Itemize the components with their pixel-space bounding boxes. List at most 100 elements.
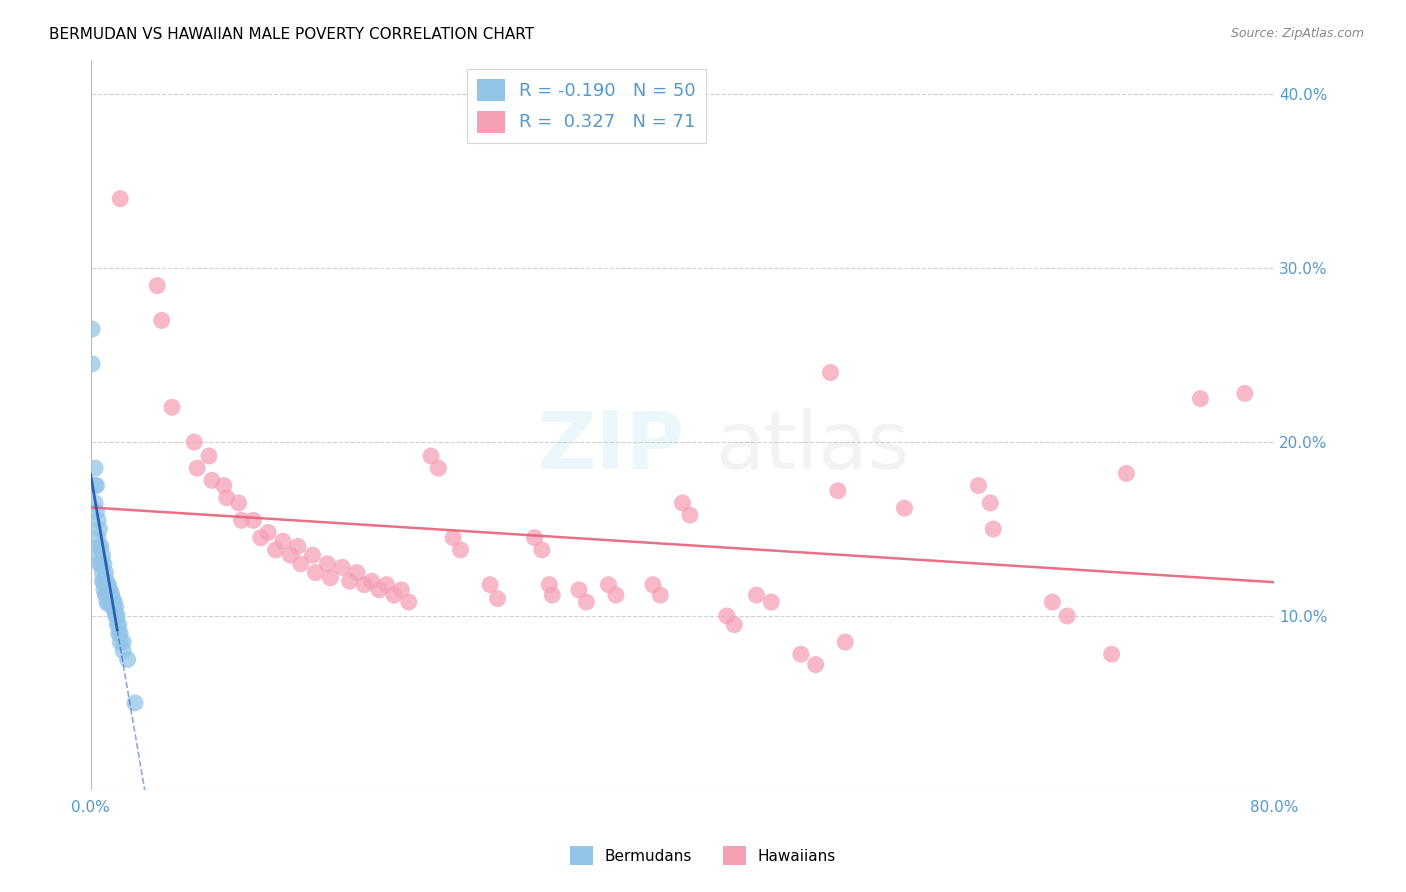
Point [330,560,353,574]
Point [820,366,842,380]
Point [761,595,783,609]
Point [541,588,564,602]
Point [94,577,117,591]
Point [108,635,131,649]
Point [316,557,339,571]
Point [108,192,131,206]
Point [523,531,546,545]
Point [96,586,118,600]
Point [271,534,294,549]
Point [84,496,107,510]
Point [93,582,115,597]
Point [804,657,827,672]
Point [112,644,135,658]
Text: atlas: atlas [716,408,910,485]
Point [84,478,107,492]
Point [568,582,591,597]
Legend: Bermudans, Hawaiians: Bermudans, Hawaiians [564,840,842,871]
Point [82,322,104,336]
Point [360,574,382,589]
Point [89,540,111,554]
Text: ZIP: ZIP [538,408,685,485]
Point [650,588,672,602]
Point [598,577,620,591]
Point [91,566,114,580]
Point [103,595,125,609]
Point [104,600,127,615]
Point [231,513,253,527]
Point [368,582,391,597]
Point [96,595,118,609]
Point [382,588,405,602]
Point [107,626,129,640]
Point [100,586,122,600]
Point [242,513,264,527]
Point [479,577,502,591]
Point [745,588,768,602]
Point [112,635,135,649]
Point [575,595,598,609]
Point [86,478,108,492]
Point [104,609,127,624]
Point [212,478,235,492]
Point [87,513,110,527]
Point [398,595,420,609]
Point [605,588,627,602]
Point [93,574,115,589]
Text: BERMUDAN VS HAWAIIAN MALE POVERTY CORRELATION CHART: BERMUDAN VS HAWAIIAN MALE POVERTY CORREL… [49,27,534,42]
Point [101,591,124,606]
Point [287,540,309,554]
Point [97,597,120,611]
Point [107,617,129,632]
Point [105,609,128,624]
Point [183,435,205,450]
Legend: R = -0.190   N = 50, R =  0.327   N = 71: R = -0.190 N = 50, R = 0.327 N = 71 [467,69,706,144]
Point [827,483,849,498]
Point [834,635,856,649]
Point [82,357,104,371]
Point [93,557,115,571]
Point [264,542,287,557]
Point [530,542,553,557]
Point [98,591,121,606]
Point [486,591,509,606]
Point [723,617,745,632]
Point [427,461,450,475]
Point [301,548,323,562]
Point [100,595,122,609]
Point [96,574,118,589]
Point [671,496,693,510]
Point [97,577,120,591]
Point [641,577,664,591]
Point [186,461,208,475]
Point [1056,609,1078,624]
Point [716,609,738,624]
Point [105,617,128,632]
Point [84,461,107,475]
Point [1042,595,1064,609]
Text: Source: ZipAtlas.com: Source: ZipAtlas.com [1230,27,1364,40]
Point [201,474,224,488]
Point [91,574,114,589]
Point [420,449,443,463]
Point [108,626,131,640]
Point [981,522,1004,536]
Point [87,531,110,545]
Point [441,531,464,545]
Point [790,647,813,661]
Point [146,278,169,293]
Point [86,505,108,519]
Point [979,496,1001,510]
Point [346,566,368,580]
Point [375,577,398,591]
Point [1233,386,1256,401]
Point [538,577,561,591]
Point [249,531,271,545]
Point [1101,647,1123,661]
Point [280,548,302,562]
Point [89,522,111,536]
Point [353,577,375,591]
Point [319,571,342,585]
Point [124,696,146,710]
Point [90,540,112,554]
